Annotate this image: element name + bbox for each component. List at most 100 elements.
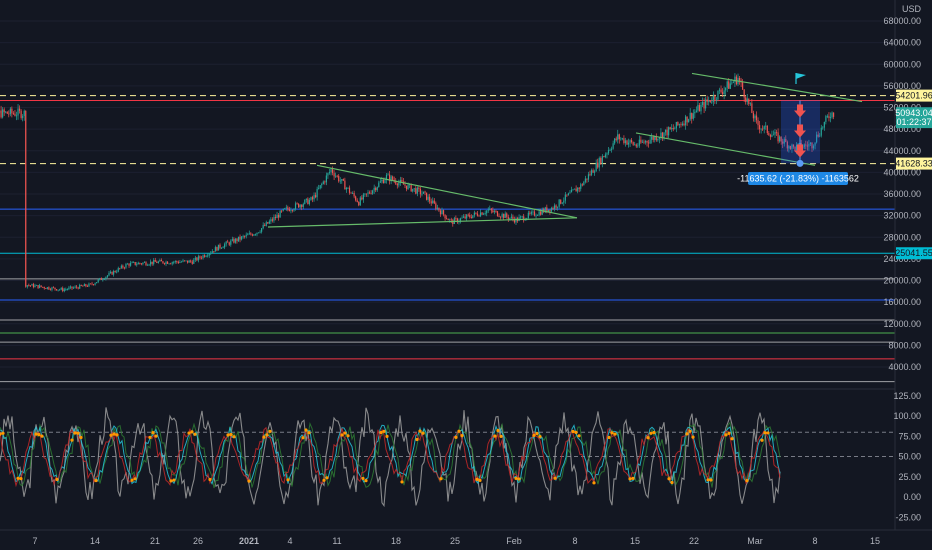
- candle-body: [512, 216, 514, 219]
- measurement-tool[interactable]: -11635.62 (-21.83%) -1163562: [737, 73, 859, 185]
- candle-body: [129, 262, 132, 266]
- candle-body: [143, 262, 146, 264]
- time-tick-label: 11: [332, 536, 341, 546]
- candle-body: [163, 263, 166, 265]
- candle-body: [618, 134, 620, 140]
- candle-body: [811, 142, 813, 149]
- candle-body: [86, 286, 89, 287]
- oscillator-dot: [0, 432, 2, 436]
- candle-body: [126, 263, 129, 265]
- candle-body: [569, 192, 571, 194]
- trendline[interactable]: [267, 217, 578, 228]
- candle-body: [284, 208, 286, 210]
- candle-body: [560, 199, 562, 204]
- candle-body: [483, 213, 485, 215]
- candle-body: [754, 115, 756, 119]
- candle-body: [806, 145, 808, 147]
- candle-body: [748, 98, 750, 104]
- oscillator-dot: [112, 432, 116, 436]
- candle-body: [828, 116, 830, 118]
- candle-body: [250, 233, 252, 235]
- candle-body: [133, 262, 135, 263]
- oscillator-dot: [553, 476, 557, 480]
- candle-body: [136, 264, 138, 266]
- trendline[interactable]: [316, 164, 578, 219]
- oscillator-dot: [688, 429, 692, 433]
- candle-body: [718, 89, 721, 91]
- candle-body: [48, 287, 50, 290]
- time-tick-label: Mar: [747, 536, 763, 546]
- candle-body: [290, 210, 292, 212]
- candle-body: [592, 170, 594, 173]
- candle-body: [541, 209, 543, 215]
- candle-body: [314, 195, 317, 198]
- candle-body: [342, 179, 344, 181]
- oscillator-dot: [628, 477, 632, 481]
- oscillator-dot: [40, 434, 44, 438]
- candle-body: [145, 262, 147, 266]
- measure-endpoint[interactable]: [796, 159, 804, 167]
- candle-body: [546, 207, 548, 212]
- oscillator-dot: [670, 480, 674, 485]
- candle-body: [89, 283, 92, 285]
- candle-body: [28, 285, 30, 287]
- candle-body: [224, 244, 226, 248]
- candle-body: [11, 108, 13, 114]
- candle-body: [134, 262, 136, 265]
- candle-body: [766, 125, 768, 134]
- candle-body: [413, 188, 415, 190]
- candle-body: [187, 260, 189, 263]
- candle-body: [140, 263, 142, 265]
- candle-body: [452, 220, 454, 224]
- oscillator-dot: [208, 477, 212, 482]
- candle-body: [281, 210, 283, 212]
- oscillator-dot: [517, 477, 521, 481]
- candle-body: [102, 279, 104, 281]
- candle-body: [325, 175, 327, 183]
- candle-body: [501, 214, 503, 217]
- price-tick-label: 4000.00: [888, 362, 921, 372]
- oscillator-dot: [766, 431, 770, 435]
- candle-body: [137, 262, 139, 265]
- candle-body: [66, 289, 68, 290]
- price-tag: [896, 157, 932, 170]
- oscillator-dot: [262, 435, 266, 439]
- candle-body: [632, 142, 634, 145]
- oscillator-dot: [172, 478, 176, 482]
- candle-body: [351, 193, 354, 194]
- candle-body: [190, 260, 192, 262]
- oscillator-dot: [232, 435, 236, 439]
- candle-body: [344, 180, 346, 190]
- oscillator-dot: [193, 432, 197, 436]
- oscillator-dot: [55, 477, 59, 482]
- candle-body: [775, 132, 778, 133]
- candle-body: [788, 146, 790, 149]
- oscillator-dot: [724, 433, 728, 437]
- candle-body: [755, 115, 758, 121]
- candle-body: [410, 184, 412, 192]
- candle-body: [697, 105, 699, 111]
- trendline[interactable]: [691, 72, 863, 103]
- candle-body: [671, 128, 673, 130]
- candle-body: [0, 110, 2, 118]
- candle-body: [547, 209, 549, 212]
- candle-body: [721, 92, 724, 94]
- candle-body: [751, 103, 753, 113]
- oscillator-dot: [574, 430, 578, 434]
- candle-body: [119, 268, 121, 269]
- time-axis[interactable]: 7 14 21 26 2021 4 11 18 25 Feb 8 15 22 Mar 8 15: [32, 536, 880, 546]
- trendline[interactable]: [635, 132, 816, 166]
- price-tick-label: 32000.00: [883, 211, 921, 221]
- candle-body: [701, 101, 704, 105]
- time-tick-label: 2021: [239, 536, 259, 546]
- candle-body: [651, 136, 653, 140]
- oscillator-dot: [343, 431, 347, 435]
- candle-body: [749, 103, 751, 105]
- oscillator-axis[interactable]: 125.00 100.00 75.00 50.00 25.00 0.00 -25.00: [893, 391, 921, 523]
- price-tag: [896, 247, 932, 260]
- candle-body: [533, 211, 536, 216]
- candle-body: [816, 134, 818, 143]
- candle-body: [728, 81, 730, 89]
- candle-body: [396, 183, 398, 186]
